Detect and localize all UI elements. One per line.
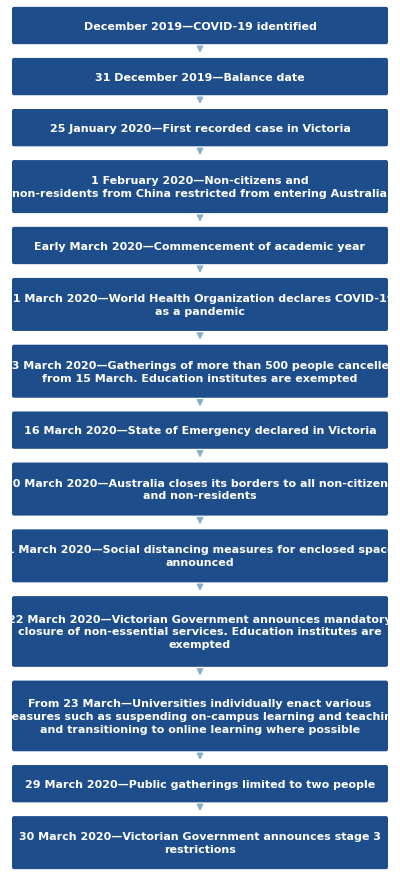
Text: 11 March 2020—World Health Organization declares COVID-19
as a pandemic: 11 March 2020—World Health Organization … <box>5 294 395 317</box>
FancyBboxPatch shape <box>12 765 388 802</box>
Text: From 23 March—Universities individually enact various
measures such as suspendin: From 23 March—Universities individually … <box>0 698 400 734</box>
Text: Early March 2020—Commencement of academic year: Early March 2020—Commencement of academi… <box>34 241 366 251</box>
FancyBboxPatch shape <box>12 596 388 667</box>
Text: 21 March 2020—Social distancing measures for enclosed spaces
announced: 21 March 2020—Social distancing measures… <box>0 545 400 567</box>
Text: 1 February 2020—Non-citizens and
non-residents from China restricted from enteri: 1 February 2020—Non-citizens and non-res… <box>12 176 388 199</box>
FancyBboxPatch shape <box>12 412 388 449</box>
FancyBboxPatch shape <box>12 110 388 147</box>
Text: December 2019—COVID-19 identified: December 2019—COVID-19 identified <box>84 22 316 32</box>
FancyBboxPatch shape <box>12 530 388 582</box>
FancyBboxPatch shape <box>12 228 388 265</box>
FancyBboxPatch shape <box>12 463 388 516</box>
FancyBboxPatch shape <box>12 160 388 214</box>
Text: 13 March 2020—Gatherings of more than 500 people cancelled
from 15 March. Educat: 13 March 2020—Gatherings of more than 50… <box>4 360 396 383</box>
Text: 25 January 2020—First recorded case in Victoria: 25 January 2020—First recorded case in V… <box>50 124 350 133</box>
FancyBboxPatch shape <box>12 279 388 332</box>
Text: 30 March 2020—Victorian Government announces stage 3
restrictions: 30 March 2020—Victorian Government annou… <box>19 831 381 854</box>
FancyBboxPatch shape <box>12 681 388 752</box>
Text: 22 March 2020—Victorian Government announces mandatory
closure of non-essential : 22 March 2020—Victorian Government annou… <box>8 614 392 650</box>
Text: 29 March 2020—Public gatherings limited to two people: 29 March 2020—Public gatherings limited … <box>25 779 375 788</box>
Text: 16 March 2020—State of Emergency declared in Victoria: 16 March 2020—State of Emergency declare… <box>24 425 376 436</box>
FancyBboxPatch shape <box>12 346 388 398</box>
Text: 20 March 2020—Australia closes its borders to all non-citizens
and non-residents: 20 March 2020—Australia closes its borde… <box>5 478 395 501</box>
FancyBboxPatch shape <box>12 59 388 96</box>
FancyBboxPatch shape <box>12 816 388 869</box>
Text: 31 December 2019—Balance date: 31 December 2019—Balance date <box>95 73 305 82</box>
FancyBboxPatch shape <box>12 8 388 45</box>
